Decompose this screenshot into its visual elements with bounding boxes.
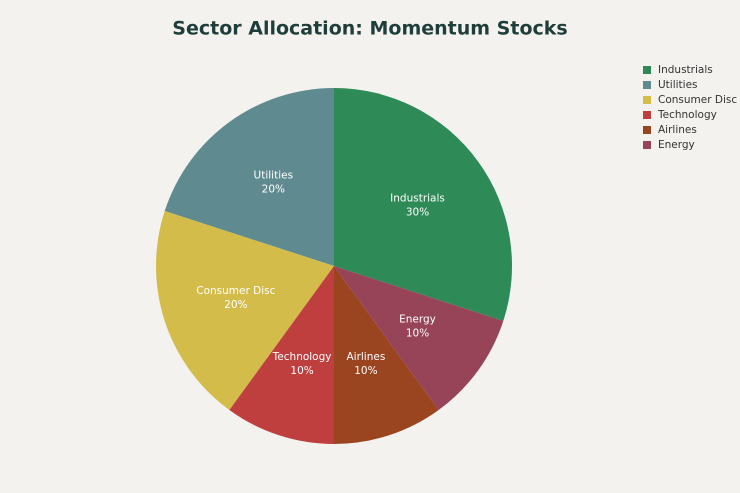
legend-swatch bbox=[643, 126, 651, 134]
legend-label: Industrials bbox=[658, 64, 713, 76]
pie-slice bbox=[156, 210, 334, 411]
legend-label: Energy bbox=[658, 139, 695, 151]
slice-value: 10% bbox=[290, 365, 313, 377]
pie-slice bbox=[334, 266, 439, 444]
pie-slice bbox=[164, 88, 334, 266]
slice-value: 10% bbox=[354, 365, 377, 377]
legend-swatch bbox=[643, 96, 651, 104]
slice-label: Technology bbox=[272, 351, 332, 363]
slice-label: Industrials bbox=[390, 192, 445, 204]
slice-label: Energy bbox=[399, 314, 436, 326]
slice-value: 30% bbox=[406, 206, 429, 218]
slice-label: Airlines bbox=[346, 351, 385, 363]
pie-slice bbox=[229, 266, 334, 444]
legend-label: Utilities bbox=[658, 79, 698, 91]
slice-value: 20% bbox=[224, 299, 247, 311]
legend-swatch bbox=[643, 141, 651, 149]
legend-swatch bbox=[643, 66, 651, 74]
slice-label: Utilities bbox=[254, 169, 294, 181]
slice-value: 10% bbox=[406, 328, 429, 340]
pie-slice bbox=[334, 88, 512, 322]
slice-value: 20% bbox=[262, 183, 285, 195]
slice-label: Consumer Disc bbox=[196, 285, 275, 297]
legend-swatch bbox=[643, 81, 651, 89]
legend-label: Consumer Disc bbox=[658, 94, 737, 106]
legend-label: Airlines bbox=[658, 124, 697, 136]
legend-label: Technology bbox=[657, 109, 717, 121]
pie-slice bbox=[334, 266, 504, 411]
legend-swatch bbox=[643, 111, 651, 119]
chart-title: Sector Allocation: Momentum Stocks bbox=[172, 18, 567, 40]
